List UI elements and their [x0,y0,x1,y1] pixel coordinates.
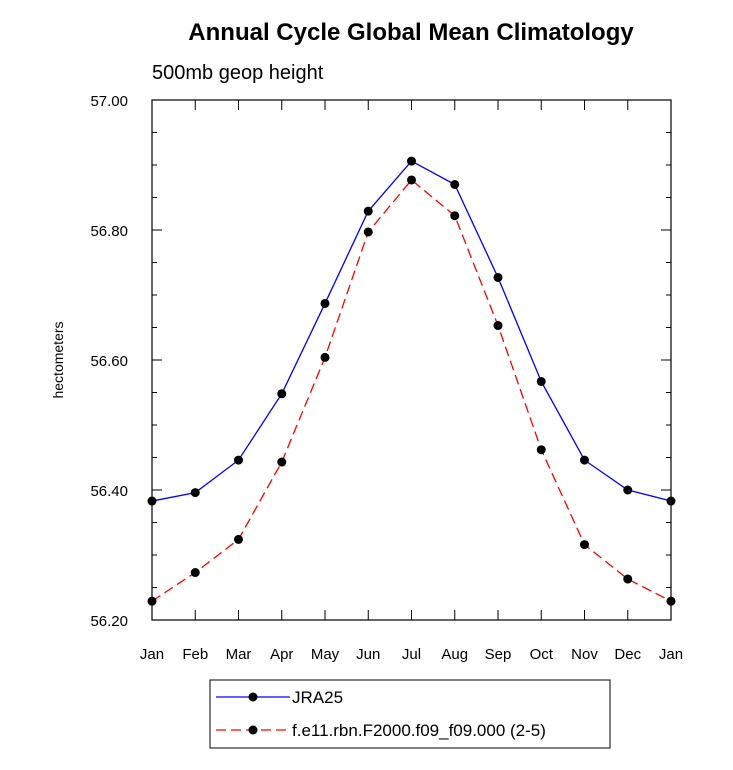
x-tick-label: Dec [614,646,641,663]
data-point [363,227,373,237]
y-tick-label: 56.20 [90,613,128,630]
data-point [277,389,287,399]
series-line [151,160,672,502]
data-point [363,206,373,216]
x-tick-label: Jan [659,646,683,663]
x-tick-label: Sep [485,646,512,663]
data-point [580,455,589,465]
data-point [536,445,546,455]
x-tick-label: May [311,646,340,663]
x-tick-label: Jul [402,646,421,663]
chart-title: Annual Cycle Global Mean Climatology [188,19,634,46]
data-point [234,455,243,465]
data-point [493,272,503,282]
data-point [320,352,330,362]
data-point [623,485,633,495]
data-point [536,376,546,386]
y-axis-label: hectometers [50,321,66,398]
data-point [190,568,200,578]
plot-frame [151,99,672,621]
x-tick-label: Jan [140,646,164,663]
data-point [320,298,330,308]
legend-marker [248,725,258,735]
tick-labels: Jan Feb Mar Apr May Jun Jul Aug Sep Oct Nov Dec Jan 5… [90,93,683,663]
x-tick-label: Aug [441,646,468,663]
series-line [151,179,672,602]
data-point [623,574,633,584]
x-tick-label: Apr [270,646,293,663]
legend: JRA25 f.e11.rbn.F2000.f09_f09.000 (2-5) [209,679,611,749]
legend-box [209,679,611,749]
legend-marker [248,692,258,702]
x-tick-label: Jun [356,646,380,663]
legend-label: JRA25 [292,688,343,707]
legend-label: f.e11.rbn.F2000.f09_f09.000 (2-5) [292,721,546,740]
chart-subtitle: 500mb geop height [152,62,324,84]
y-tick-label: 56.80 [90,223,128,240]
x-tick-label: Mar [226,646,252,663]
data-point [190,488,200,498]
data-point [277,457,287,467]
data-point [407,175,416,185]
x-tick-label: Feb [182,646,208,663]
x-tick-label: Nov [571,646,598,663]
data-point [234,534,243,544]
data-point [493,321,503,331]
data-point [450,211,460,221]
x-tick-label: Oct [530,646,554,663]
y-tick-label: 56.60 [90,353,128,370]
data-point [580,540,589,550]
data-point [407,156,416,166]
series-layer [147,156,676,606]
y-tick-label: 56.40 [90,483,128,500]
data-point [450,180,460,189]
y-tick-label: 57.00 [90,93,128,110]
